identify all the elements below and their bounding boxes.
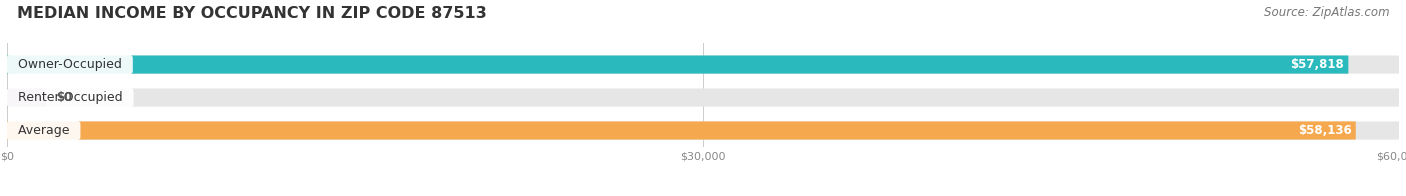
FancyBboxPatch shape: [7, 122, 1399, 140]
Text: Average: Average: [10, 124, 77, 137]
Text: $57,818: $57,818: [1291, 58, 1344, 71]
Text: Source: ZipAtlas.com: Source: ZipAtlas.com: [1264, 6, 1389, 19]
Text: Owner-Occupied: Owner-Occupied: [10, 58, 129, 71]
Text: $0: $0: [56, 91, 72, 104]
FancyBboxPatch shape: [7, 55, 1399, 74]
FancyBboxPatch shape: [7, 88, 1399, 107]
FancyBboxPatch shape: [7, 55, 1348, 74]
Text: Renter-Occupied: Renter-Occupied: [10, 91, 131, 104]
FancyBboxPatch shape: [7, 88, 46, 107]
Text: MEDIAN INCOME BY OCCUPANCY IN ZIP CODE 87513: MEDIAN INCOME BY OCCUPANCY IN ZIP CODE 8…: [17, 6, 486, 21]
Text: $58,136: $58,136: [1298, 124, 1351, 137]
FancyBboxPatch shape: [7, 122, 1355, 140]
